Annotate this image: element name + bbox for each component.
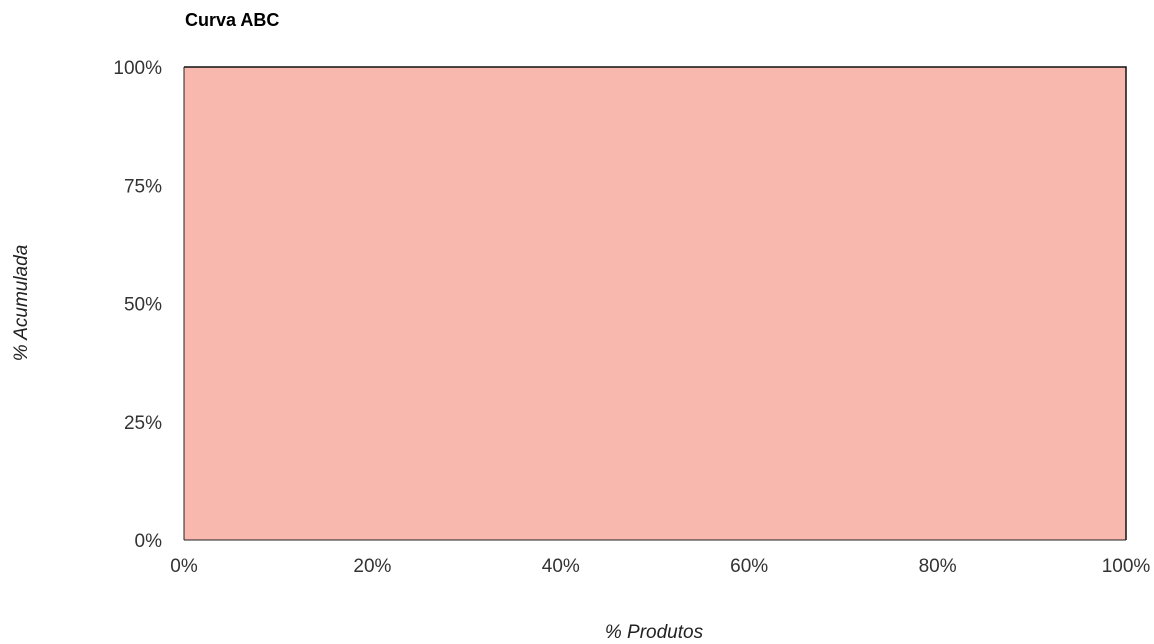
y-tick-label: 75% bbox=[124, 176, 162, 197]
x-tick-label: 40% bbox=[542, 556, 580, 577]
y-tick-label: 25% bbox=[124, 413, 162, 434]
area-series-0-line bbox=[184, 66, 1127, 540]
x-axis-title: % Produtos bbox=[605, 622, 704, 643]
x-tick-label: 20% bbox=[353, 556, 391, 577]
x-tick-label: 100% bbox=[1102, 556, 1151, 577]
y-axis-ticks: 0% 25% 50% 75% 100% bbox=[113, 58, 162, 552]
plot-area bbox=[183, 66, 1127, 541]
y-tick-label: 100% bbox=[113, 58, 162, 79]
area-series-0 bbox=[184, 67, 1126, 540]
x-tick-label: 0% bbox=[170, 556, 198, 577]
y-tick-label: 0% bbox=[135, 531, 163, 552]
chart-title: Curva ABC bbox=[185, 10, 280, 30]
x-tick-label: 80% bbox=[919, 556, 957, 577]
y-tick-label: 50% bbox=[124, 295, 162, 316]
x-tick-label: 60% bbox=[730, 556, 768, 577]
y-axis-title: % Acumulada bbox=[11, 245, 32, 362]
x-axis-ticks: 0% 20% 40% 60% 80% 100% bbox=[170, 556, 1150, 577]
